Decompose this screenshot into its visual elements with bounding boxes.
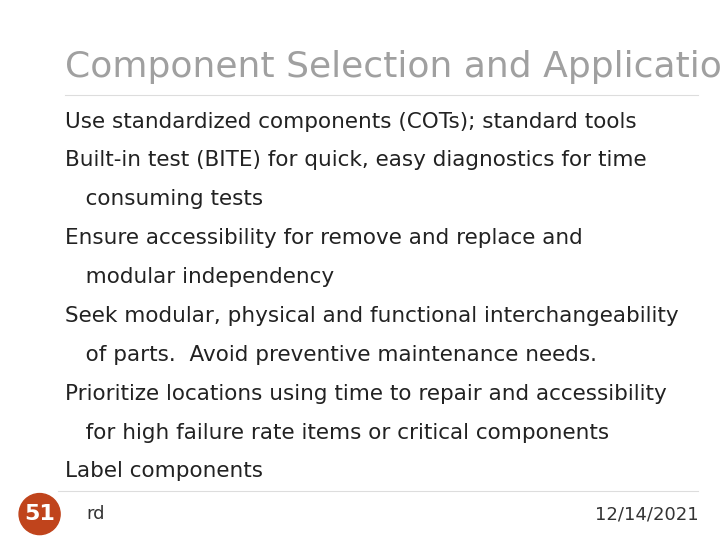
Text: Ensure accessibility for remove and replace and: Ensure accessibility for remove and repl… <box>65 228 582 248</box>
Text: consuming tests: consuming tests <box>65 189 263 210</box>
Text: Use standardized components (COTs); standard tools: Use standardized components (COTs); stan… <box>65 111 636 132</box>
Text: of parts.  Avoid preventive maintenance needs.: of parts. Avoid preventive maintenance n… <box>65 345 597 365</box>
Text: Prioritize locations using time to repair and accessibility: Prioritize locations using time to repai… <box>65 383 667 404</box>
Text: Label components: Label components <box>65 461 263 482</box>
Text: Built-in test (BITE) for quick, easy diagnostics for time: Built-in test (BITE) for quick, easy dia… <box>65 150 647 171</box>
Text: 51: 51 <box>24 504 55 524</box>
Text: Component Selection and Application: Component Selection and Application <box>65 51 720 84</box>
Text: modular independency: modular independency <box>65 267 334 287</box>
Text: rd: rd <box>86 505 105 523</box>
Text: 12/14/2021: 12/14/2021 <box>595 505 698 523</box>
Ellipse shape <box>19 494 60 535</box>
Text: for high failure rate items or critical components: for high failure rate items or critical … <box>65 422 609 443</box>
Text: Seek modular, physical and functional interchangeability: Seek modular, physical and functional in… <box>65 306 678 326</box>
